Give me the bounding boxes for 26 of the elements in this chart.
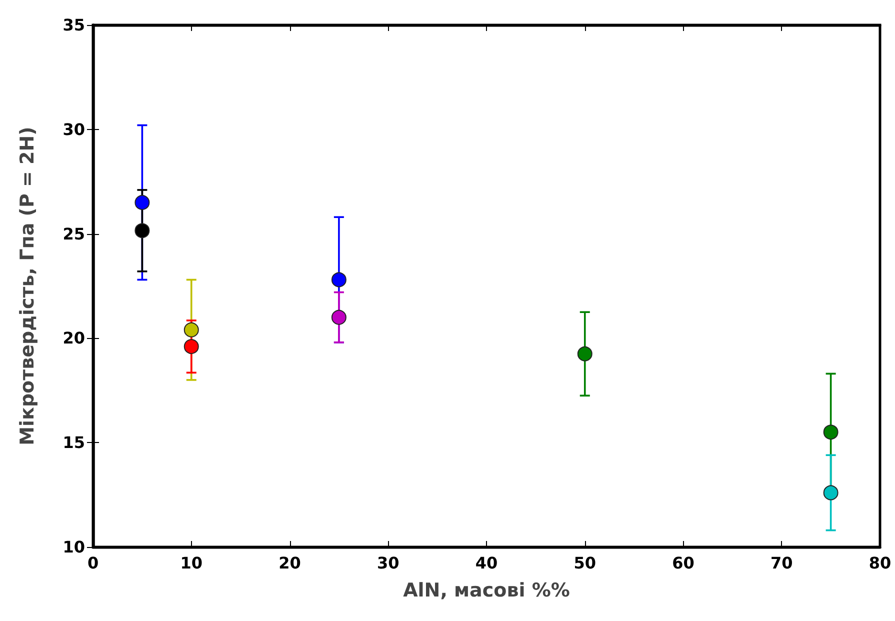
point bbox=[823, 485, 838, 500]
point bbox=[577, 346, 592, 362]
x-tick-label: 60 bbox=[672, 554, 694, 572]
y-axis-title: Мікротвердість, Гпа (P = 2H) bbox=[16, 126, 38, 446]
x-tick-label: 10 bbox=[180, 554, 203, 572]
point bbox=[331, 310, 346, 325]
y-tick-label: 20 bbox=[62, 328, 85, 348]
x-tick-label: 50 bbox=[574, 554, 596, 572]
x-tick-label: 70 bbox=[770, 554, 793, 572]
y-tick-label: 35 bbox=[62, 16, 85, 34]
point bbox=[823, 424, 838, 440]
y-tick-label: 25 bbox=[62, 224, 85, 244]
point bbox=[134, 194, 150, 210]
x-tick-label: 80 bbox=[868, 554, 892, 572]
point bbox=[134, 223, 150, 238]
point bbox=[184, 322, 199, 338]
point bbox=[184, 339, 199, 354]
point bbox=[331, 272, 346, 288]
y-tick-label: 15 bbox=[62, 433, 85, 452]
x-tick-label: 20 bbox=[278, 554, 301, 572]
y-tick-label: 10 bbox=[62, 538, 85, 556]
x-tick-label: 0 bbox=[87, 554, 99, 572]
x-tick-label: 30 bbox=[376, 554, 400, 572]
x-tick-label: 40 bbox=[475, 554, 498, 572]
y-tick-label: 30 bbox=[62, 120, 85, 139]
x-axis-title: AlN, масові %% bbox=[403, 580, 570, 602]
